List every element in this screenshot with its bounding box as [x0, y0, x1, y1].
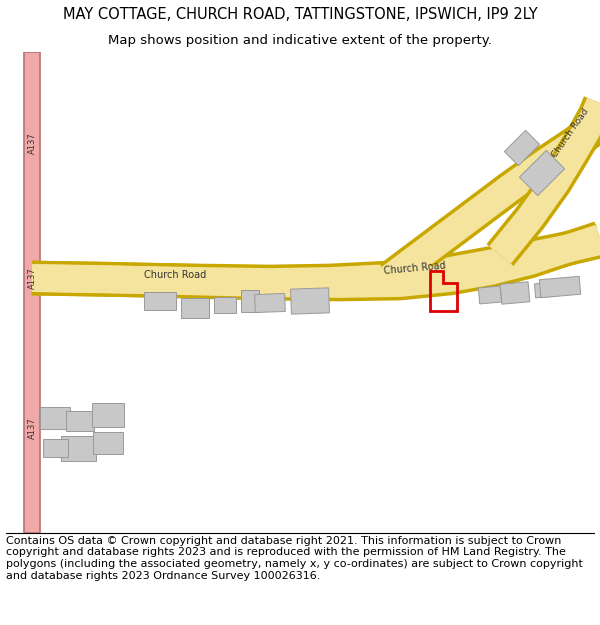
Polygon shape	[92, 403, 124, 427]
Polygon shape	[500, 282, 530, 304]
Text: Church Road: Church Road	[144, 270, 206, 280]
Polygon shape	[144, 292, 176, 310]
Polygon shape	[66, 411, 94, 431]
Polygon shape	[93, 432, 123, 454]
Text: A137: A137	[28, 417, 37, 439]
Polygon shape	[505, 131, 539, 166]
Polygon shape	[520, 151, 565, 196]
Text: Church Road: Church Road	[383, 260, 446, 276]
Text: Contains OS data © Crown copyright and database right 2021. This information is : Contains OS data © Crown copyright and d…	[6, 536, 583, 581]
Text: Map shows position and indicative extent of the property.: Map shows position and indicative extent…	[108, 34, 492, 47]
Text: A137: A137	[28, 267, 37, 289]
Polygon shape	[535, 282, 556, 298]
Text: MAY COTTAGE, CHURCH ROAD, TATTINGSTONE, IPSWICH, IP9 2LY: MAY COTTAGE, CHURCH ROAD, TATTINGSTONE, …	[62, 7, 538, 22]
Polygon shape	[478, 286, 502, 304]
Polygon shape	[181, 298, 209, 318]
Polygon shape	[290, 288, 329, 314]
Bar	[24, 52, 40, 533]
Polygon shape	[539, 276, 581, 298]
Text: A137: A137	[28, 132, 37, 154]
Polygon shape	[214, 297, 236, 313]
Polygon shape	[61, 436, 95, 461]
Text: Church Road: Church Road	[550, 107, 590, 159]
Polygon shape	[40, 407, 70, 429]
Polygon shape	[43, 439, 67, 457]
Polygon shape	[241, 290, 259, 312]
Polygon shape	[254, 294, 286, 312]
